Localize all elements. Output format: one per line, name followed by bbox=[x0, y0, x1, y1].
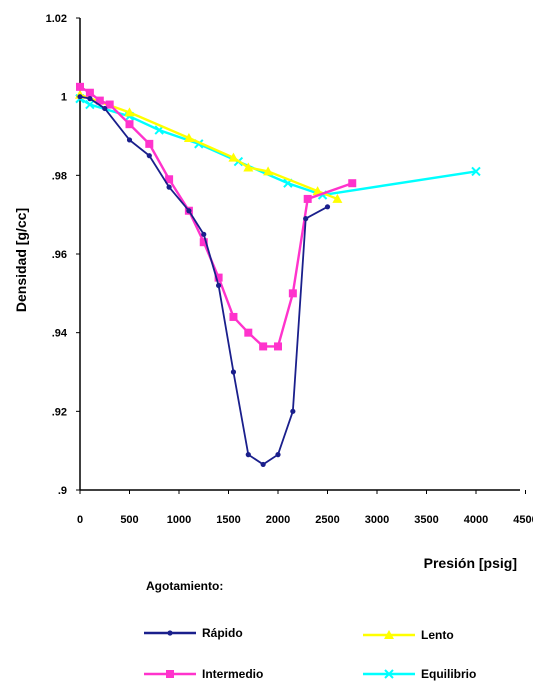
y-tick-label: 1.02 bbox=[46, 13, 67, 25]
data-point-intermedio bbox=[274, 342, 282, 351]
x-tick-label: 1500 bbox=[216, 514, 240, 526]
data-point-lento bbox=[183, 132, 194, 142]
data-point-rapido bbox=[77, 94, 83, 100]
data-point-intermedio bbox=[348, 179, 357, 188]
data-point-intermedio bbox=[85, 88, 94, 97]
data-point-rapido bbox=[245, 452, 251, 458]
data-point-rapido bbox=[87, 96, 93, 102]
x-tick-label: 2500 bbox=[315, 514, 339, 526]
data-point-lento bbox=[228, 152, 239, 162]
data-point-rapido bbox=[260, 461, 266, 468]
data-point-lento bbox=[263, 166, 274, 176]
data-point-intermedio bbox=[95, 96, 104, 105]
data-point-intermedio bbox=[288, 289, 297, 298]
x-tick-label: 500 bbox=[120, 514, 138, 526]
data-point-intermedio bbox=[76, 82, 84, 91]
data-point-rapido bbox=[290, 408, 296, 414]
x-tick-label: 4500 bbox=[513, 514, 533, 526]
data-point-rapido bbox=[324, 204, 331, 210]
data-point-intermedio bbox=[105, 100, 114, 109]
data-point-lento bbox=[332, 193, 343, 203]
data-point-equilibrio bbox=[85, 99, 95, 110]
x-tick-label: 2000 bbox=[266, 514, 290, 526]
legend-item-rapido: Rápido bbox=[144, 626, 243, 640]
x-tick-label: 1000 bbox=[167, 514, 191, 526]
data-point-rapido bbox=[216, 282, 222, 289]
y-tick-label: .96 bbox=[52, 249, 67, 261]
data-point-intermedio bbox=[229, 312, 238, 321]
x-tick-label: 3500 bbox=[414, 514, 438, 526]
y-tick-label: 1 bbox=[61, 92, 67, 104]
data-point-intermedio bbox=[165, 175, 174, 184]
data-point-intermedio bbox=[214, 273, 223, 282]
y-tick-label: .92 bbox=[52, 406, 67, 418]
data-point-rapido bbox=[275, 452, 281, 458]
data-point-intermedio bbox=[244, 328, 253, 337]
data-point-rapido bbox=[126, 137, 133, 143]
plot-area: 0 500 1000 1500 2000 2500 3000 3500 4000 4500 .9 .9… bbox=[46, 13, 533, 526]
legend-items: Rápido Intermedio Lento Equilibrio bbox=[144, 626, 476, 681]
series-line-lento bbox=[79, 93, 338, 201]
data-point-rapido bbox=[230, 369, 237, 375]
x-axis-title: Presión [psig] bbox=[424, 555, 517, 571]
series-layer bbox=[75, 82, 481, 468]
legend-label: Rápido bbox=[202, 626, 243, 640]
data-point-rapido bbox=[186, 208, 192, 214]
data-point-rapido bbox=[201, 231, 207, 237]
y-axis-title: Densidad [g/cc] bbox=[13, 208, 29, 312]
data-point-intermedio bbox=[125, 120, 134, 129]
series-equilibrio bbox=[75, 93, 481, 200]
x-tick-label: 4000 bbox=[464, 514, 488, 526]
legend-label: Intermedio bbox=[202, 667, 263, 681]
data-point-rapido bbox=[166, 184, 172, 190]
series-line-intermedio bbox=[79, 85, 353, 348]
data-point-lento bbox=[124, 107, 135, 117]
series-line-rapido bbox=[79, 95, 328, 466]
data-point-lento bbox=[243, 162, 254, 172]
data-point-rapido bbox=[303, 216, 309, 222]
series-rapido bbox=[77, 94, 331, 468]
legend-swatch-marker bbox=[167, 630, 173, 636]
legend-swatch-marker bbox=[384, 630, 394, 639]
data-point-equilibrio bbox=[471, 166, 481, 177]
series-intermedio bbox=[76, 82, 357, 351]
x-tick-label: 3000 bbox=[365, 514, 389, 526]
legend-item-intermedio: Intermedio bbox=[144, 667, 263, 681]
data-point-intermedio bbox=[199, 238, 208, 247]
data-point-rapido bbox=[146, 153, 152, 159]
y-tick-label: .94 bbox=[52, 328, 68, 340]
legend-item-lento: Lento bbox=[363, 628, 454, 642]
data-point-intermedio bbox=[303, 194, 312, 203]
data-point-lento bbox=[312, 186, 323, 196]
data-point-intermedio bbox=[259, 342, 268, 351]
axis-ticks: 0 500 1000 1500 2000 2500 3000 3500 4000 4500 .9 .9… bbox=[46, 13, 533, 526]
legend-item-equilibrio: Equilibrio bbox=[363, 667, 476, 681]
legend-swatch-marker bbox=[166, 670, 174, 678]
legend-title: Agotamiento: bbox=[146, 579, 223, 593]
legend: Agotamiento: Rápido Intermedio Lento Equili… bbox=[144, 579, 476, 681]
y-tick-label: .98 bbox=[52, 170, 67, 182]
legend-swatch-marker bbox=[384, 669, 394, 679]
data-point-rapido bbox=[102, 105, 108, 112]
y-tick-label: .9 bbox=[58, 485, 67, 497]
legend-label: Equilibrio bbox=[421, 667, 476, 681]
x-tick-label: 0 bbox=[77, 514, 83, 526]
legend-label: Lento bbox=[421, 628, 454, 642]
data-point-intermedio bbox=[145, 139, 154, 148]
series-lento bbox=[75, 89, 343, 203]
